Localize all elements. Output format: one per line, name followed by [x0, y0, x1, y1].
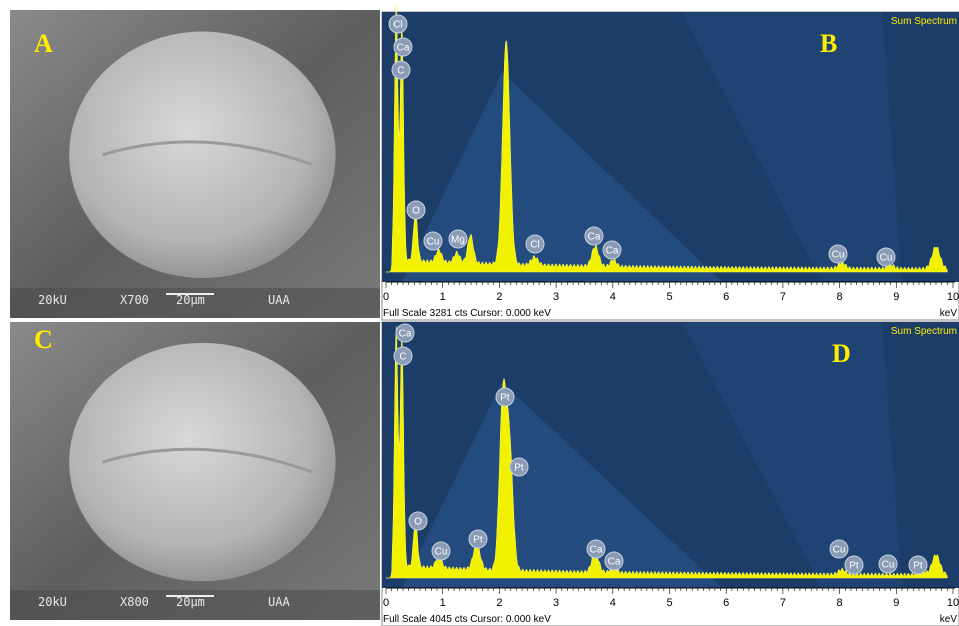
panel-label: A — [34, 29, 53, 58]
peak-label: Ca — [399, 329, 412, 340]
footer: Full Scale 3281 cts Cursor: 0.000 keV — [383, 308, 551, 319]
spectrum-title: Sum Spectrum — [891, 16, 957, 27]
peak-label: Cu — [880, 253, 893, 264]
tick-label: 8 — [837, 597, 843, 609]
panel-label: B — [820, 29, 837, 58]
tick-label: 10 — [947, 291, 959, 303]
peak-label: Cu — [435, 547, 448, 558]
unit: keV — [940, 614, 958, 625]
magnification: X700 — [120, 293, 149, 307]
tick-label: 2 — [496, 597, 502, 609]
peak-label: Mg — [451, 235, 465, 246]
peak-label: Ca — [588, 232, 601, 243]
tick-label: 9 — [893, 291, 899, 303]
scale: 20µm — [176, 293, 205, 307]
peak-label: Pt — [913, 561, 923, 572]
peak-label: Cu — [833, 545, 846, 556]
peak-label: Ca — [608, 557, 621, 568]
peak-label: Pt — [473, 535, 483, 546]
unit: keV — [940, 308, 958, 319]
spectrum-title: Sum Spectrum — [891, 326, 957, 337]
peak-label: O — [414, 517, 422, 528]
tick-label: 7 — [780, 291, 786, 303]
panel: 20kU X700 20µm UAA A — [10, 10, 380, 318]
peak-label: Cl — [393, 20, 402, 31]
peak-label: Ca — [590, 545, 603, 556]
tick-label: 0 — [383, 597, 389, 609]
scale: 20µm — [176, 595, 205, 609]
lab: UAA — [268, 595, 290, 609]
voltage: 20kU — [38, 595, 67, 609]
voltage: 20kU — [38, 293, 67, 307]
tick-label: 6 — [723, 597, 729, 609]
peak-label: C — [399, 352, 406, 363]
tick-label: 10 — [947, 597, 959, 609]
peak-label: Pt — [514, 463, 524, 474]
peak-label: Cu — [882, 560, 895, 571]
tick-label: 6 — [723, 291, 729, 303]
magnification: X800 — [120, 595, 149, 609]
peak-label: Cu — [427, 237, 440, 248]
tick-label: 4 — [610, 291, 616, 303]
tick-label: 4 — [610, 597, 616, 609]
peak-label: Pt — [500, 393, 510, 404]
tick-label: 3 — [553, 291, 559, 303]
peak-label: C — [397, 66, 404, 77]
tick-label: 1 — [440, 291, 446, 303]
peak-label: Pt — [849, 561, 859, 572]
panel: 0 1 2 3 4 5 6 7 8 9 10 Full Scale 4045 cts Cursor: … — [382, 322, 959, 626]
tick-label: 7 — [780, 597, 786, 609]
panel: 20kU X800 20µm UAA C — [10, 322, 380, 620]
tick-label: 1 — [440, 597, 446, 609]
tick-label: 3 — [553, 597, 559, 609]
tick-label: 9 — [893, 597, 899, 609]
lab: UAA — [268, 293, 290, 307]
specimen — [69, 32, 335, 278]
specimen — [69, 343, 335, 581]
tick-label: 5 — [666, 597, 672, 609]
figure: 20kUX70020µmUAAA012345678910Full Scale 3… — [0, 0, 959, 626]
page: {"panels": [ {"label": "A", "sem": {"vol… — [0, 0, 959, 626]
peak-label: Ca — [397, 43, 410, 54]
peak-label: Cl — [530, 240, 539, 251]
tick-label: 8 — [837, 291, 843, 303]
panel-label: C — [34, 325, 53, 354]
panel: 0 1 2 3 4 5 6 7 8 9 10 Full Scale 3281 cts Cursor: … — [382, 4, 959, 320]
peak-label: Ca — [606, 246, 619, 257]
peak-label: O — [412, 206, 420, 217]
peak-label: Cu — [832, 250, 845, 261]
panel-label: D — [832, 339, 851, 368]
tick-label: 5 — [666, 291, 672, 303]
tick-label: 0 — [383, 291, 389, 303]
footer: Full Scale 4045 cts Cursor: 0.000 keV — [383, 614, 551, 625]
tick-label: 2 — [496, 291, 502, 303]
